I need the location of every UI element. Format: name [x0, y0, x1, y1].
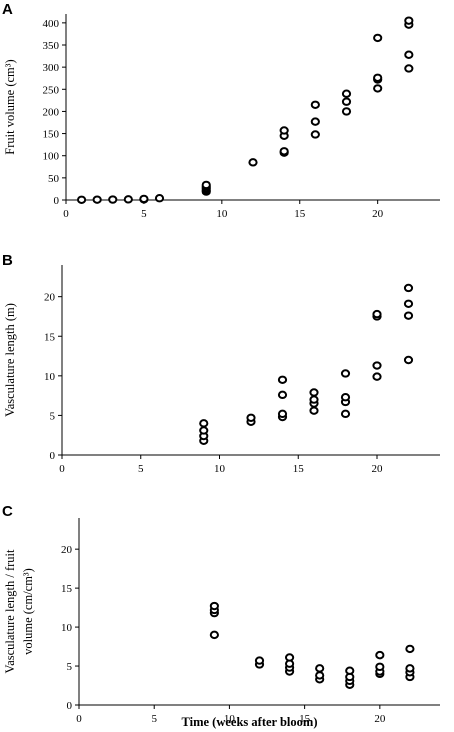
- x-tick-label: 0: [59, 463, 65, 475]
- y-tick-label: 0: [67, 700, 73, 712]
- y-tick-label: 15: [44, 331, 56, 343]
- y-axis-title: Fruit volume (cm³): [3, 59, 17, 154]
- data-point: [248, 158, 258, 167]
- y-tick-label: 50: [48, 173, 60, 185]
- y-tick-label: 10: [61, 622, 73, 634]
- data-point: [315, 671, 325, 680]
- x-axis-title: Time (weeks after bloom): [182, 715, 318, 729]
- data-point: [403, 311, 414, 320]
- data-point: [309, 406, 319, 415]
- data-point: [404, 64, 414, 73]
- y-tick-label: 100: [43, 151, 60, 163]
- data-point: [375, 650, 385, 660]
- data-point: [92, 195, 102, 204]
- data-point: [373, 33, 383, 43]
- data-point: [375, 662, 385, 672]
- data-point: [373, 73, 383, 82]
- x-tick-label: 0: [63, 208, 69, 220]
- data-point: [403, 299, 414, 308]
- data-point: [373, 84, 383, 93]
- data-point: [403, 355, 414, 365]
- y-tick-label: 300: [43, 62, 60, 74]
- x-tick-label: 10: [216, 208, 228, 220]
- data-point: [404, 16, 414, 25]
- data-point: [284, 653, 295, 662]
- data-point: [309, 395, 319, 404]
- data-point: [279, 126, 289, 135]
- data-point: [108, 195, 118, 204]
- data-point: [209, 630, 219, 640]
- x-tick-label: 15: [299, 713, 311, 725]
- y-axis-title-line: Vasculature length / fruit: [3, 549, 17, 673]
- data-point: [405, 644, 415, 654]
- data-point: [279, 147, 289, 156]
- x-tick-label: 20: [372, 463, 384, 475]
- x-tick-label: 15: [294, 208, 306, 220]
- x-tick-label: 15: [293, 463, 305, 475]
- data-point: [246, 413, 256, 422]
- data-point: [372, 361, 382, 370]
- panel-c: C 0 5 10 15 20 0 5 10 15 20 Vasculature length / fr…: [2, 503, 440, 729]
- x-tick-label: 10: [214, 463, 226, 475]
- data-point: [201, 180, 211, 190]
- panel-b: B 0 5 10 15 20 0 5 10 15 20 Vasculature length (m): [2, 252, 440, 475]
- y-tick-label: 5: [67, 661, 73, 673]
- data-point: [139, 194, 149, 204]
- data-point: [372, 309, 382, 319]
- data-point: [310, 117, 320, 126]
- data-point: [277, 409, 288, 419]
- data-point: [123, 195, 133, 204]
- data-point: [340, 369, 351, 378]
- x-tick-label: 5: [141, 208, 147, 220]
- y-axis-title: Vasculature length (m): [3, 303, 17, 417]
- data-point: [199, 419, 209, 428]
- data-point: [76, 195, 87, 204]
- y-tick-label: 350: [43, 40, 60, 52]
- data-point: [310, 100, 320, 109]
- y-tick-label: 150: [43, 129, 60, 141]
- x-tick-label: 5: [151, 713, 157, 725]
- y-tick-label: 20: [61, 544, 73, 556]
- y-tick-label: 0: [50, 450, 56, 462]
- y-axis-title-line: volume (cm/cm³): [21, 568, 35, 655]
- y-tick-label: 0: [54, 195, 60, 207]
- panel-letter: C: [2, 503, 13, 520]
- data-point: [340, 393, 351, 402]
- data-point: [154, 194, 165, 203]
- y-tick-label: 400: [43, 18, 60, 30]
- panel-letter: B: [2, 252, 13, 269]
- y-tick-label: 15: [61, 583, 73, 595]
- data-point: [254, 656, 265, 665]
- y-tick-label: 20: [44, 292, 56, 304]
- data-point: [277, 375, 288, 384]
- data-point: [404, 50, 414, 59]
- y-tick-label: 10: [44, 371, 56, 383]
- x-tick-label: 10: [224, 713, 236, 725]
- data-point: [310, 130, 320, 139]
- data-point: [340, 409, 351, 419]
- data-point: [372, 372, 382, 381]
- x-tick-label: 20: [372, 208, 384, 220]
- data-point: [341, 107, 352, 116]
- data-point: [345, 666, 355, 675]
- data-point: [277, 390, 288, 400]
- data-point: [405, 664, 415, 673]
- panel-letter: A: [2, 1, 13, 18]
- data-point: [341, 89, 352, 98]
- x-tick-label: 0: [76, 713, 82, 725]
- x-tick-label: 5: [138, 463, 144, 475]
- data-point: [199, 426, 209, 435]
- y-tick-label: 200: [43, 106, 60, 118]
- data-point: [315, 664, 325, 673]
- data-point: [403, 283, 414, 293]
- data-point: [341, 97, 352, 106]
- y-tick-label: 250: [43, 84, 60, 96]
- data-point: [209, 601, 219, 611]
- data-point: [309, 388, 319, 397]
- x-tick-label: 20: [374, 713, 386, 725]
- y-tick-label: 5: [50, 410, 56, 422]
